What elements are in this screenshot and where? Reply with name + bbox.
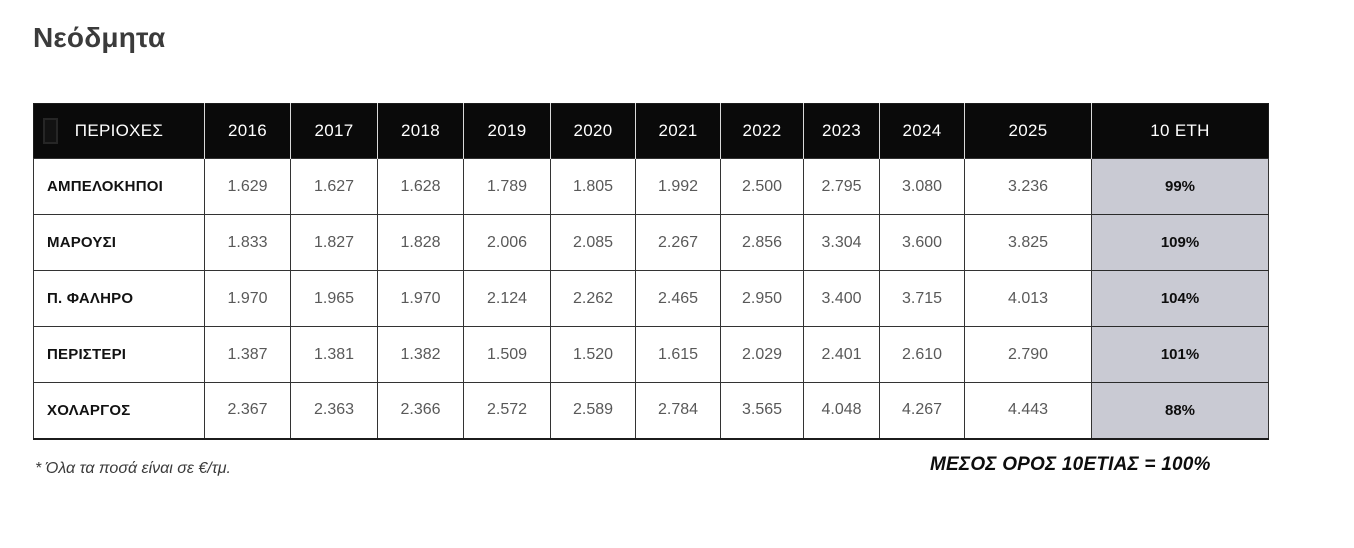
- value-cell: 1.509: [463, 326, 551, 383]
- value-cell: 1.827: [290, 214, 378, 271]
- value-cell: 3.080: [879, 158, 965, 215]
- summary-cell: 101%: [1091, 326, 1269, 383]
- table-row: ΧΟΛΑΡΓΟΣ 2.367 2.363 2.366 2.572 2.589 2.784 3.…: [33, 382, 1269, 439]
- value-cell: 1.629: [204, 158, 291, 215]
- table-body: ΑΜΠΕΛΟΚΗΠΟΙ 1.629 1.627 1.628 1.789 1.805 1.99…: [33, 158, 1269, 439]
- value-cell: 2.790: [964, 326, 1092, 383]
- table-header: ΠΕΡΙΟΧΕΣ 2016 2017 2018 2019 2020 2021 2022 202…: [33, 103, 1269, 159]
- value-cell: 4.267: [879, 382, 965, 439]
- header-cell-year: 2016: [204, 103, 291, 159]
- summary-cell: 104%: [1091, 270, 1269, 327]
- note-average: ΜΕΣΟΣ ΟΡΟΣ 10ΕΤΙΑΣ = 100%: [930, 454, 1211, 475]
- value-cell: 2.589: [550, 382, 636, 439]
- table-row: ΑΜΠΕΛΟΚΗΠΟΙ 1.629 1.627 1.628 1.789 1.805 1.99…: [33, 158, 1269, 215]
- region-cell: ΧΟΛΑΡΓΟΣ: [33, 382, 205, 439]
- header-cell-year: 2021: [635, 103, 721, 159]
- value-cell: 3.715: [879, 270, 965, 327]
- value-cell: 1.833: [204, 214, 291, 271]
- value-cell: 2.006: [463, 214, 551, 271]
- value-cell: 2.085: [550, 214, 636, 271]
- region-cell: Π. ΦΑΛΗΡΟ: [33, 270, 205, 327]
- value-cell: 1.992: [635, 158, 721, 215]
- faint-square-icon: [43, 118, 58, 144]
- value-cell: 3.400: [803, 270, 880, 327]
- value-cell: 3.825: [964, 214, 1092, 271]
- value-cell: 2.366: [377, 382, 464, 439]
- value-cell: 1.805: [550, 158, 636, 215]
- value-cell: 1.970: [204, 270, 291, 327]
- value-cell: 1.615: [635, 326, 721, 383]
- value-cell: 2.950: [720, 270, 804, 327]
- header-cell-year: 2023: [803, 103, 880, 159]
- header-cell-regions: ΠΕΡΙΟΧΕΣ: [33, 103, 205, 159]
- header-cell-year: 2017: [290, 103, 378, 159]
- value-cell: 3.236: [964, 158, 1092, 215]
- value-cell: 1.965: [290, 270, 378, 327]
- value-cell: 3.565: [720, 382, 804, 439]
- value-cell: 3.304: [803, 214, 880, 271]
- value-cell: 2.267: [635, 214, 721, 271]
- page-title: Νεόδμητα: [33, 22, 166, 53]
- header-cell-10eth: 10 ΕΤΗ: [1091, 103, 1269, 159]
- header-cell-year: 2019: [463, 103, 551, 159]
- value-cell: 2.856: [720, 214, 804, 271]
- price-table: ΠΕΡΙΟΧΕΣ 2016 2017 2018 2019 2020 2021 2022 202…: [33, 103, 1269, 440]
- header-cell-year: 2022: [720, 103, 804, 159]
- summary-cell: 99%: [1091, 158, 1269, 215]
- value-cell: 2.465: [635, 270, 721, 327]
- header-cell-year: 2025: [964, 103, 1092, 159]
- value-cell: 1.970: [377, 270, 464, 327]
- region-cell: ΜΑΡΟΥΣΙ: [33, 214, 205, 271]
- value-cell: 3.600: [879, 214, 965, 271]
- value-cell: 2.572: [463, 382, 551, 439]
- value-cell: 1.387: [204, 326, 291, 383]
- region-cell: ΑΜΠΕΛΟΚΗΠΟΙ: [33, 158, 205, 215]
- value-cell: 2.367: [204, 382, 291, 439]
- value-cell: 4.013: [964, 270, 1092, 327]
- value-cell: 2.029: [720, 326, 804, 383]
- header-cell-year: 2020: [550, 103, 636, 159]
- value-cell: 1.628: [377, 158, 464, 215]
- header-cell-year: 2024: [879, 103, 965, 159]
- value-cell: 2.500: [720, 158, 804, 215]
- header-regions-label: ΠΕΡΙΟΧΕΣ: [74, 121, 164, 140]
- footnote-unit: * Όλα τα ποσά είναι σε €/τμ.: [35, 460, 231, 477]
- table-row: ΜΑΡΟΥΣΙ 1.833 1.827 1.828 2.006 2.085 2.267 2.8…: [33, 214, 1269, 271]
- value-cell: 1.381: [290, 326, 378, 383]
- value-cell: 2.124: [463, 270, 551, 327]
- value-cell: 2.784: [635, 382, 721, 439]
- table-row: Π. ΦΑΛΗΡΟ 1.970 1.965 1.970 2.124 2.262 2.465 2…: [33, 270, 1269, 327]
- value-cell: 1.520: [550, 326, 636, 383]
- value-cell: 4.048: [803, 382, 880, 439]
- region-cell: ΠΕΡΙΣΤΕΡΙ: [33, 326, 205, 383]
- header-row: ΠΕΡΙΟΧΕΣ 2016 2017 2018 2019 2020 2021 2022 202…: [33, 103, 1269, 159]
- value-cell: 2.262: [550, 270, 636, 327]
- summary-cell: 88%: [1091, 382, 1269, 439]
- value-cell: 1.828: [377, 214, 464, 271]
- value-cell: 2.363: [290, 382, 378, 439]
- value-cell: 4.443: [964, 382, 1092, 439]
- header-cell-year: 2018: [377, 103, 464, 159]
- value-cell: 2.610: [879, 326, 965, 383]
- value-cell: 1.382: [377, 326, 464, 383]
- table-row: ΠΕΡΙΣΤΕΡΙ 1.387 1.381 1.382 1.509 1.520 1.615 2…: [33, 326, 1269, 383]
- value-cell: 2.401: [803, 326, 880, 383]
- value-cell: 2.795: [803, 158, 880, 215]
- value-cell: 1.789: [463, 158, 551, 215]
- summary-cell: 109%: [1091, 214, 1269, 271]
- value-cell: 1.627: [290, 158, 378, 215]
